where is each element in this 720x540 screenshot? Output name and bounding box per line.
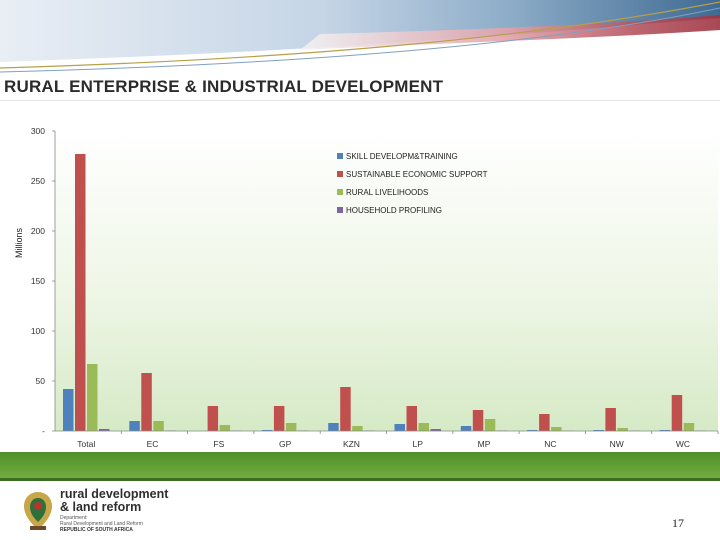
bar [261, 430, 273, 431]
bar [551, 427, 562, 431]
logo-wordmark-line2: & land reform [60, 500, 142, 514]
slide-title: RURAL ENTERPRISE & INDUSTRIAL DEVELOPMEN… [4, 77, 444, 96]
legend-label: RURAL LIVELIHOODS [346, 188, 428, 197]
bar [539, 414, 550, 431]
footer-band [0, 452, 720, 478]
bar [75, 154, 86, 431]
bar [153, 421, 164, 431]
legend-swatch [337, 207, 343, 213]
bar [273, 406, 285, 431]
plot-background [55, 131, 718, 431]
axes: - 50 100 150 200 250 300 Millions Total EC FS GP KZN… [14, 126, 719, 449]
bar [527, 430, 538, 431]
bar [352, 426, 363, 431]
legend-label: SKILL DEVELOPM&TRAINING [346, 152, 458, 161]
x-tick-label: FS [213, 439, 224, 449]
bar [617, 428, 628, 431]
y-tick-label: 50 [36, 376, 46, 386]
y-tick-label: 300 [31, 126, 45, 136]
bar [129, 421, 140, 431]
bar [285, 423, 297, 431]
coat-of-arms-icon [24, 492, 52, 530]
bar [460, 426, 472, 431]
plot-area [55, 131, 718, 431]
x-tick-label: LP [413, 439, 424, 449]
bar [328, 423, 339, 431]
bar [406, 406, 417, 431]
x-tick-label: NW [610, 439, 624, 449]
x-tick-label: KZN [343, 439, 360, 449]
bar [207, 406, 219, 431]
chart-legend: SKILL DEVELOPM&TRAINING SUSTAINABLE ECONO… [337, 152, 488, 215]
legend-swatch [337, 189, 343, 195]
x-tick-label: MP [478, 439, 491, 449]
bar-chart: - 50 100 150 200 250 300 Millions Total EC FS GP KZN… [14, 126, 719, 449]
y-axis-label: Millions [14, 228, 24, 259]
legend-swatch [337, 153, 343, 159]
bar [340, 387, 351, 431]
y-tick-label: 150 [31, 276, 45, 286]
y-tick-label: 200 [31, 226, 45, 236]
x-tick-label: GP [279, 439, 292, 449]
logo-dept-line3: REPUBLIC OF SOUTH AFRICA [60, 527, 133, 533]
x-tick-label: NC [544, 439, 556, 449]
legend-swatch [337, 171, 343, 177]
bar [99, 429, 110, 431]
bar [472, 410, 484, 431]
footer-rule [0, 478, 720, 481]
header-banner [0, 0, 720, 73]
x-tick-label: Total [77, 439, 95, 449]
bar [87, 364, 98, 431]
page-number: 17 [672, 516, 684, 530]
bar [219, 425, 231, 431]
bar [671, 395, 683, 431]
y-tick-label: - [42, 426, 45, 436]
bar [484, 419, 496, 431]
bar [659, 430, 671, 431]
bar [593, 430, 604, 431]
logo-dept-line2: Rural Development and Land Reform [60, 521, 143, 527]
bar [430, 429, 441, 431]
legend-label: HOUSEHOLD PROFILING [346, 206, 442, 215]
bar [683, 423, 695, 431]
logo-dept-line1: Department: [60, 515, 88, 521]
bar [394, 424, 405, 431]
legend-label: SUSTAINABLE ECONOMIC SUPPORT [346, 170, 488, 179]
logo-wordmark-line1: rural development [60, 487, 169, 501]
bar [418, 423, 429, 431]
title-divider [0, 100, 720, 101]
y-tick-label: 100 [31, 326, 45, 336]
bar [63, 389, 74, 431]
x-tick-label: WC [676, 439, 690, 449]
x-tick-label: EC [147, 439, 159, 449]
y-tick-label: 250 [31, 176, 45, 186]
bar [141, 373, 152, 431]
bar [605, 408, 616, 431]
